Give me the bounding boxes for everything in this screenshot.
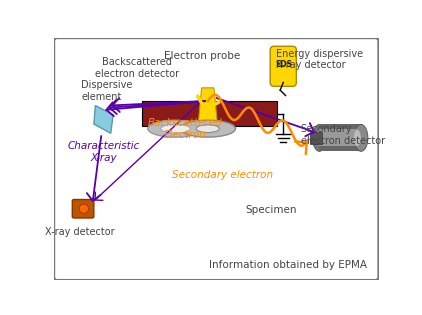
Text: Secondary electron: Secondary electron	[172, 170, 273, 180]
Ellipse shape	[196, 125, 219, 133]
Polygon shape	[200, 101, 216, 126]
Circle shape	[79, 204, 89, 213]
Text: Dispersive
element: Dispersive element	[81, 80, 133, 102]
Text: Backscattered
Electron: Backscattered Electron	[148, 118, 223, 140]
FancyBboxPatch shape	[72, 199, 94, 218]
Text: Energy dispersive
X-ray detector: Energy dispersive X-ray detector	[276, 49, 363, 71]
Text: Backscattered
electron detector: Backscattered electron detector	[95, 57, 179, 79]
Bar	[319, 129, 358, 146]
FancyBboxPatch shape	[54, 38, 379, 280]
Bar	[310, 132, 322, 144]
Ellipse shape	[148, 120, 203, 137]
Bar	[319, 124, 362, 151]
Bar	[142, 101, 277, 126]
Text: Information obtained by EPMA: Information obtained by EPMA	[209, 260, 367, 270]
Text: EDS: EDS	[275, 60, 292, 69]
Text: Specimen: Specimen	[246, 205, 297, 215]
Ellipse shape	[354, 124, 368, 152]
Ellipse shape	[316, 129, 323, 146]
FancyBboxPatch shape	[270, 46, 296, 86]
Ellipse shape	[180, 120, 235, 137]
Text: X-ray detector: X-ray detector	[45, 227, 115, 237]
Text: Secondary
electron detector: Secondary electron detector	[301, 124, 385, 146]
Text: Characteristic
X-ray: Characteristic X-ray	[68, 141, 141, 163]
Polygon shape	[94, 106, 113, 133]
Text: Electron probe: Electron probe	[164, 51, 240, 61]
Ellipse shape	[313, 124, 326, 152]
Polygon shape	[198, 88, 218, 129]
Ellipse shape	[161, 124, 190, 133]
Ellipse shape	[353, 129, 361, 146]
